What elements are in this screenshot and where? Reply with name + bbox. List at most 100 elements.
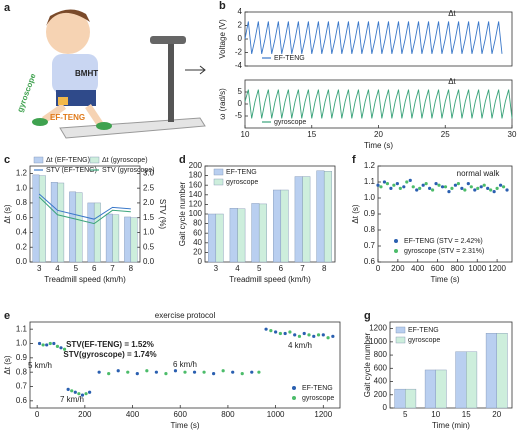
- point: [379, 185, 383, 189]
- point: [326, 336, 330, 340]
- legend-label: gyroscope: [274, 119, 306, 126]
- chart: g 0 200 400 600 800 1000 1200 5 10 15 20 Time (min) G…: [363, 310, 513, 430]
- point: [453, 183, 458, 187]
- point: [495, 186, 499, 190]
- point: [283, 331, 287, 336]
- x-tick-label: 6: [92, 264, 97, 273]
- y-tick-label: 1000: [369, 337, 387, 346]
- y-tick-label: 0.6: [16, 213, 28, 222]
- y-tick-label: 1.2: [364, 161, 376, 170]
- point: [463, 188, 467, 192]
- x-tick-label: 10: [241, 130, 250, 139]
- legend-swatch: [33, 156, 44, 164]
- panel-letter: b: [219, 0, 226, 12]
- y-tick-label: 1.1: [364, 177, 376, 186]
- y-tick-label: 600: [374, 363, 388, 372]
- legend-swatch: [395, 336, 406, 344]
- point: [466, 182, 470, 186]
- point: [460, 186, 464, 190]
- legend-label: Δt (gyroscope): [102, 157, 148, 164]
- chart: b -4 -2 0 2 4 Voltage (V) EF-TENG Δt: [218, 0, 513, 70]
- bar: [38, 175, 46, 263]
- shoe: [32, 118, 48, 126]
- point: [202, 370, 206, 374]
- point: [505, 188, 509, 192]
- y-axis-label: ω (rad/s): [218, 88, 227, 120]
- x-tick-label: 5: [74, 264, 79, 273]
- treadmill-handle: [150, 36, 186, 44]
- legend-swatch: [395, 326, 406, 334]
- x-axis-label: Time (min): [432, 421, 470, 430]
- y-tick-label: 40: [193, 238, 202, 247]
- legend-swatch: [89, 156, 100, 164]
- y-tick-label: 0: [198, 257, 203, 266]
- point: [321, 333, 325, 337]
- bar: [124, 216, 132, 263]
- point: [430, 188, 435, 192]
- leg: [41, 103, 67, 123]
- point: [77, 392, 81, 396]
- x-tick-label: 5: [403, 410, 408, 419]
- x-axis-label: Treadmill speed (km/h): [229, 275, 311, 284]
- annotation: exercise protocol: [155, 311, 216, 320]
- legend-label: gyroscope: [302, 395, 334, 402]
- point: [479, 185, 483, 189]
- y-tick-label: 0.4: [16, 228, 28, 237]
- point: [221, 369, 225, 373]
- legend-swatch: [213, 178, 224, 186]
- bar: [87, 202, 95, 263]
- y-tick-label: 140: [189, 190, 203, 199]
- annotation: STV(gyroscope) = 1.74%: [63, 350, 156, 359]
- illustration-label: EF-TENG: [50, 113, 85, 122]
- bar: [258, 203, 267, 263]
- y-tick-label: 0.8: [364, 225, 376, 234]
- plot-frame: [389, 321, 513, 409]
- bar: [435, 369, 447, 409]
- y-tick-label: 200: [189, 161, 203, 170]
- bar: [405, 388, 417, 409]
- y-axis-label: Gait cycle number: [363, 332, 372, 397]
- legend-label: EF-TENG: [408, 327, 439, 334]
- x-tick-label: 0: [376, 264, 381, 273]
- bar: [323, 171, 332, 263]
- point: [164, 372, 168, 376]
- bar: [273, 189, 282, 263]
- x-tick-label: 1000: [267, 410, 285, 419]
- point: [192, 370, 197, 374]
- point: [257, 370, 261, 374]
- y-tick-label: 100: [189, 209, 203, 218]
- panel-letter: c: [4, 154, 10, 166]
- point: [312, 334, 316, 338]
- annotation: 4 km/h: [288, 341, 312, 350]
- point: [395, 182, 399, 186]
- bar: [316, 170, 325, 263]
- x-tick-label: 10: [431, 410, 440, 419]
- point: [501, 185, 506, 189]
- x-tick-label: 6: [279, 264, 284, 273]
- legend-label: STV (EF-TENG): [46, 167, 97, 174]
- point: [307, 333, 311, 337]
- point: [88, 390, 92, 394]
- y-tick-label: 1.0: [16, 339, 28, 348]
- shoe: [96, 122, 112, 130]
- y2-tick-label: 2.5: [143, 183, 155, 192]
- y-tick-label: 80: [193, 219, 202, 228]
- x-tick-label: 7: [300, 264, 305, 273]
- legend-label: EF-TENG: [274, 55, 305, 62]
- y2-tick-label: 0.5: [143, 242, 155, 251]
- point: [293, 333, 297, 337]
- x-tick-label: 25: [441, 130, 450, 139]
- legend-label: EF-TENG (STV = 2.42%): [404, 238, 483, 245]
- point: [126, 370, 130, 374]
- annotation: 5 km/h: [28, 361, 52, 370]
- x-tick-label: 15: [307, 130, 316, 139]
- point: [498, 183, 503, 187]
- point: [240, 372, 244, 376]
- panel-letter: g: [364, 310, 371, 322]
- point: [476, 186, 480, 190]
- illustration: a BMHT gyroscope EF-TENG: [4, 2, 206, 139]
- point: [443, 185, 448, 189]
- annotation: Δt: [448, 77, 456, 86]
- point: [55, 344, 60, 348]
- x-tick-label: 20: [492, 410, 501, 419]
